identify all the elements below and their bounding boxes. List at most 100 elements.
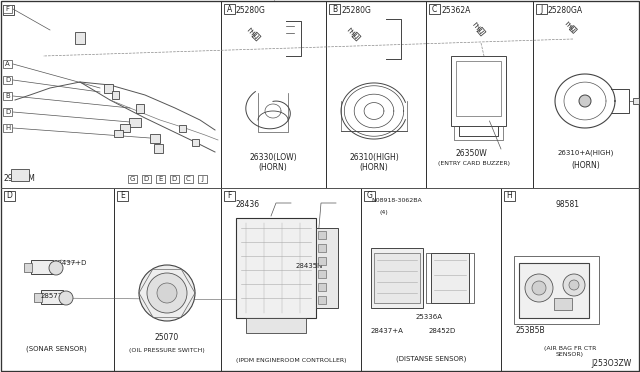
Bar (361, 188, 501, 371)
Text: 294G0M: 294G0M (3, 174, 35, 183)
Bar (142, 175, 151, 183)
Text: 26310(HIGH): 26310(HIGH) (349, 153, 399, 162)
Text: F: F (6, 6, 11, 15)
Text: J: J (202, 176, 204, 182)
Text: J253O3ZW: J253O3ZW (592, 359, 632, 368)
Text: 25336A: 25336A (416, 314, 443, 320)
Text: E: E (120, 192, 125, 201)
Text: 28437+D: 28437+D (54, 260, 88, 266)
Bar (3, 124, 12, 132)
Text: 253B5B: 253B5B (516, 326, 546, 335)
Bar (318, 296, 326, 304)
Text: B: B (332, 4, 337, 13)
Text: E: E (158, 176, 163, 182)
Bar (329, 4, 340, 14)
Bar (128, 175, 137, 183)
Bar (3, 60, 12, 68)
Bar (31, 260, 53, 274)
Bar (1, 1, 221, 188)
Bar (318, 231, 326, 239)
Text: (HORN): (HORN) (259, 163, 287, 172)
Bar (504, 191, 515, 201)
Bar (316, 228, 338, 308)
Text: D: D (144, 176, 149, 182)
Circle shape (525, 274, 553, 302)
Bar (536, 4, 547, 14)
Bar (3, 92, 12, 100)
Text: (ENTRY CARD BUZZER): (ENTRY CARD BUZZER) (438, 161, 510, 166)
Text: D: D (5, 109, 10, 115)
Bar (111, 91, 118, 99)
Bar (246, 318, 306, 333)
Text: D: D (6, 192, 12, 201)
Bar (117, 191, 128, 201)
Bar (150, 134, 160, 142)
Text: 25280G: 25280G (341, 6, 371, 15)
Bar (3, 108, 12, 116)
Bar (519, 263, 589, 318)
Text: 28437+A: 28437+A (371, 328, 404, 334)
Bar (371, 248, 423, 308)
Text: D: D (172, 176, 177, 182)
Text: 28577: 28577 (41, 293, 63, 299)
Bar (11, 169, 29, 181)
Text: 25280G: 25280G (236, 6, 266, 15)
Text: C: C (186, 176, 191, 182)
Text: (4): (4) (379, 210, 388, 215)
Bar (129, 118, 141, 126)
Bar (104, 83, 113, 93)
Bar (3, 5, 14, 15)
Circle shape (49, 261, 63, 275)
Bar (374, 253, 420, 303)
Text: H: H (507, 192, 513, 201)
Text: (OIL PRESSURE SWITCH): (OIL PRESSURE SWITCH) (129, 348, 205, 353)
Text: A: A (227, 4, 232, 13)
Bar (170, 175, 179, 183)
Bar (451, 56, 506, 126)
Text: J: J (540, 4, 543, 13)
Bar (156, 175, 165, 183)
Text: H: H (5, 125, 10, 131)
Bar (514, 256, 599, 324)
Bar (120, 124, 130, 132)
Text: 28452D: 28452D (429, 328, 456, 334)
Text: (HORN): (HORN) (360, 163, 388, 172)
Circle shape (569, 280, 579, 290)
Text: (SONAR SENSOR): (SONAR SENSOR) (26, 346, 86, 353)
Text: N08918-3062BA: N08918-3062BA (371, 198, 422, 203)
Text: C: C (432, 4, 437, 13)
Text: A: A (5, 61, 10, 67)
Circle shape (532, 281, 546, 295)
Bar (318, 244, 326, 252)
Bar (1, 188, 114, 371)
Bar (114, 188, 221, 371)
Bar (221, 188, 361, 371)
Bar (24, 263, 32, 272)
Text: 26330(LOW): 26330(LOW) (249, 153, 297, 162)
Bar (3, 76, 12, 84)
Text: D: D (5, 77, 10, 83)
Bar (3, 5, 12, 13)
Text: G: G (367, 192, 372, 201)
Bar (236, 218, 316, 318)
Bar (318, 270, 326, 278)
Bar (224, 4, 235, 14)
Bar (179, 125, 186, 131)
Bar (113, 129, 122, 137)
Text: 28436: 28436 (236, 200, 260, 209)
Bar (431, 253, 469, 303)
Bar (456, 61, 501, 116)
Bar (41, 290, 63, 304)
Text: B: B (5, 93, 10, 99)
Text: (HORN): (HORN) (572, 161, 600, 170)
Bar (554, 298, 572, 310)
Text: 28435N: 28435N (296, 263, 323, 269)
Bar (318, 257, 326, 265)
Bar (364, 191, 375, 201)
Text: 25280GA: 25280GA (548, 6, 583, 15)
Text: 25362A: 25362A (441, 6, 470, 15)
Circle shape (139, 265, 195, 321)
Bar (184, 175, 193, 183)
Text: (DISTANSE SENSOR): (DISTANSE SENSOR) (396, 356, 466, 362)
Bar (191, 138, 198, 145)
